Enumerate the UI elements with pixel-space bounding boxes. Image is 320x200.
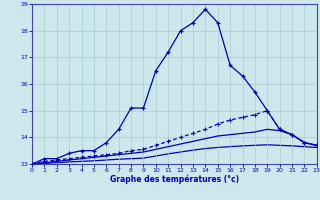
X-axis label: Graphe des températures (°c): Graphe des températures (°c): [110, 175, 239, 184]
